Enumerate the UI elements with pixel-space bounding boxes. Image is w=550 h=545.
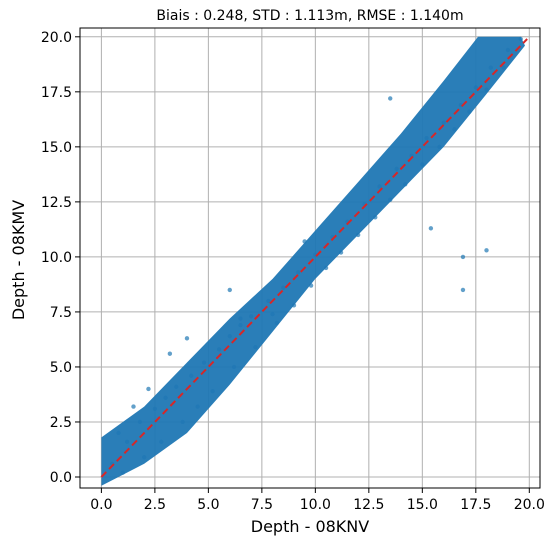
y-tick-label: 10.0 [41,250,72,266]
scatter-point [146,386,151,392]
scatter-point [131,404,136,409]
scatter-point [460,287,466,293]
x-axis-label: Depth - 08KNV [251,517,370,536]
reference-line [100,38,528,478]
x-tick-label: 17.5 [460,497,491,513]
scatter-point [428,226,434,231]
chart-title: Biais : 0.248, STD : 1.113m, RMSE : 1.14… [156,8,463,24]
x-tick-label: 7.5 [251,497,273,513]
scatter-point [184,336,190,341]
x-tick-label: 20.0 [514,497,545,513]
y-tick-label: 5.0 [50,360,72,376]
point-cloud [101,36,526,486]
x-tick-label: 10.0 [300,497,331,513]
scatter-density-band [101,36,526,486]
scatter-point [460,254,466,260]
scatter-point [484,248,489,253]
x-tick-label: 12.5 [353,497,384,513]
y-tick-label: 17.5 [41,85,72,101]
scatter-point [388,96,393,101]
y-tick-label: 2.5 [50,415,72,431]
y-tick-label: 0.0 [50,470,72,486]
y-tick-label: 15.0 [41,140,72,156]
y-tick-label: 12.5 [41,195,72,211]
y-tick-label: 7.5 [50,305,72,321]
y-axis-label: Depth - 08KMV [9,200,28,320]
x-tick-label: 15.0 [407,497,438,513]
x-tick-label: 2.5 [144,497,166,513]
scatter-point [167,351,173,356]
x-tick-label: 0.0 [90,497,112,513]
axis-ticks: 0.0 2.5 5.0 7.5 10.0 12.5 15.0 17.5 20.0 0.0 2.5 5.… [41,30,545,513]
y-tick-label: 20.0 [41,30,72,46]
plot-frame [79,27,541,489]
scatter-point [227,287,232,293]
x-tick-label: 5.0 [197,497,219,513]
